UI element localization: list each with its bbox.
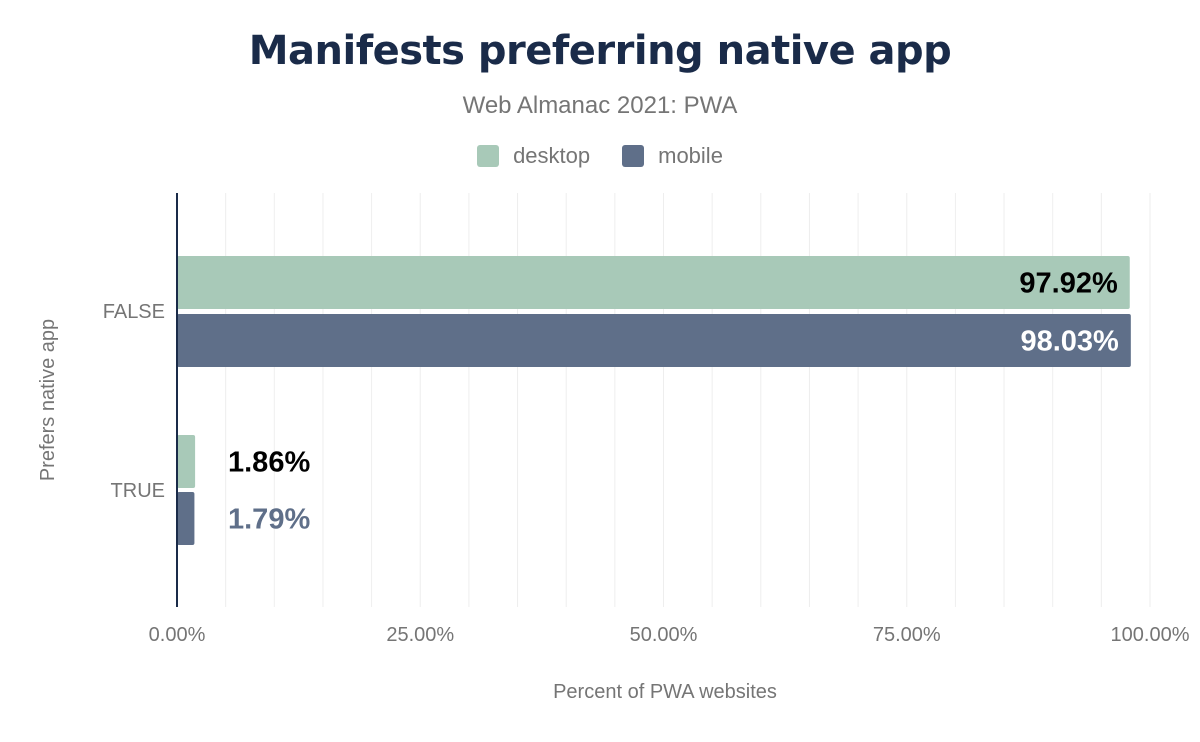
chart-subtitle: Web Almanac 2021: PWA xyxy=(462,92,738,119)
bar-desktop-true[interactable] xyxy=(177,435,196,488)
bar-mobile-true[interactable] xyxy=(177,492,195,545)
x-axis-title: Percent of PWA websites xyxy=(553,681,777,703)
bar-mobile-false[interactable] xyxy=(177,314,1131,367)
bar-desktop-false[interactable] xyxy=(177,256,1130,309)
chart-title: Manifests preferring native app xyxy=(248,28,952,74)
x-tick-label: 75.00% xyxy=(873,624,941,646)
legend-item-mobile[interactable]: mobile xyxy=(622,143,723,169)
x-tick-label: 50.00% xyxy=(630,624,698,646)
x-tick-label: 25.00% xyxy=(386,624,454,646)
legend-label-desktop: desktop xyxy=(513,143,591,168)
legend-item-desktop[interactable]: desktop xyxy=(477,143,590,169)
legend-label-mobile: mobile xyxy=(658,143,723,168)
data-label-mobile-false: 98.03% xyxy=(1020,326,1119,358)
y-axis-title: Prefers native app xyxy=(37,319,59,481)
legend-swatch-mobile xyxy=(622,145,645,167)
y-tick-false: FALSE xyxy=(103,301,165,323)
data-label-mobile-true: 1.79% xyxy=(228,504,310,536)
legend-swatch-desktop xyxy=(477,145,500,167)
data-label-desktop-false: 97.92% xyxy=(1019,268,1118,300)
legend: desktop mobile xyxy=(0,143,1200,169)
data-label-desktop-true: 1.86% xyxy=(228,447,310,479)
x-tick-label: 100.00% xyxy=(1111,624,1190,646)
y-tick-true: TRUE xyxy=(111,480,165,502)
x-tick-label: 0.00% xyxy=(149,624,206,646)
